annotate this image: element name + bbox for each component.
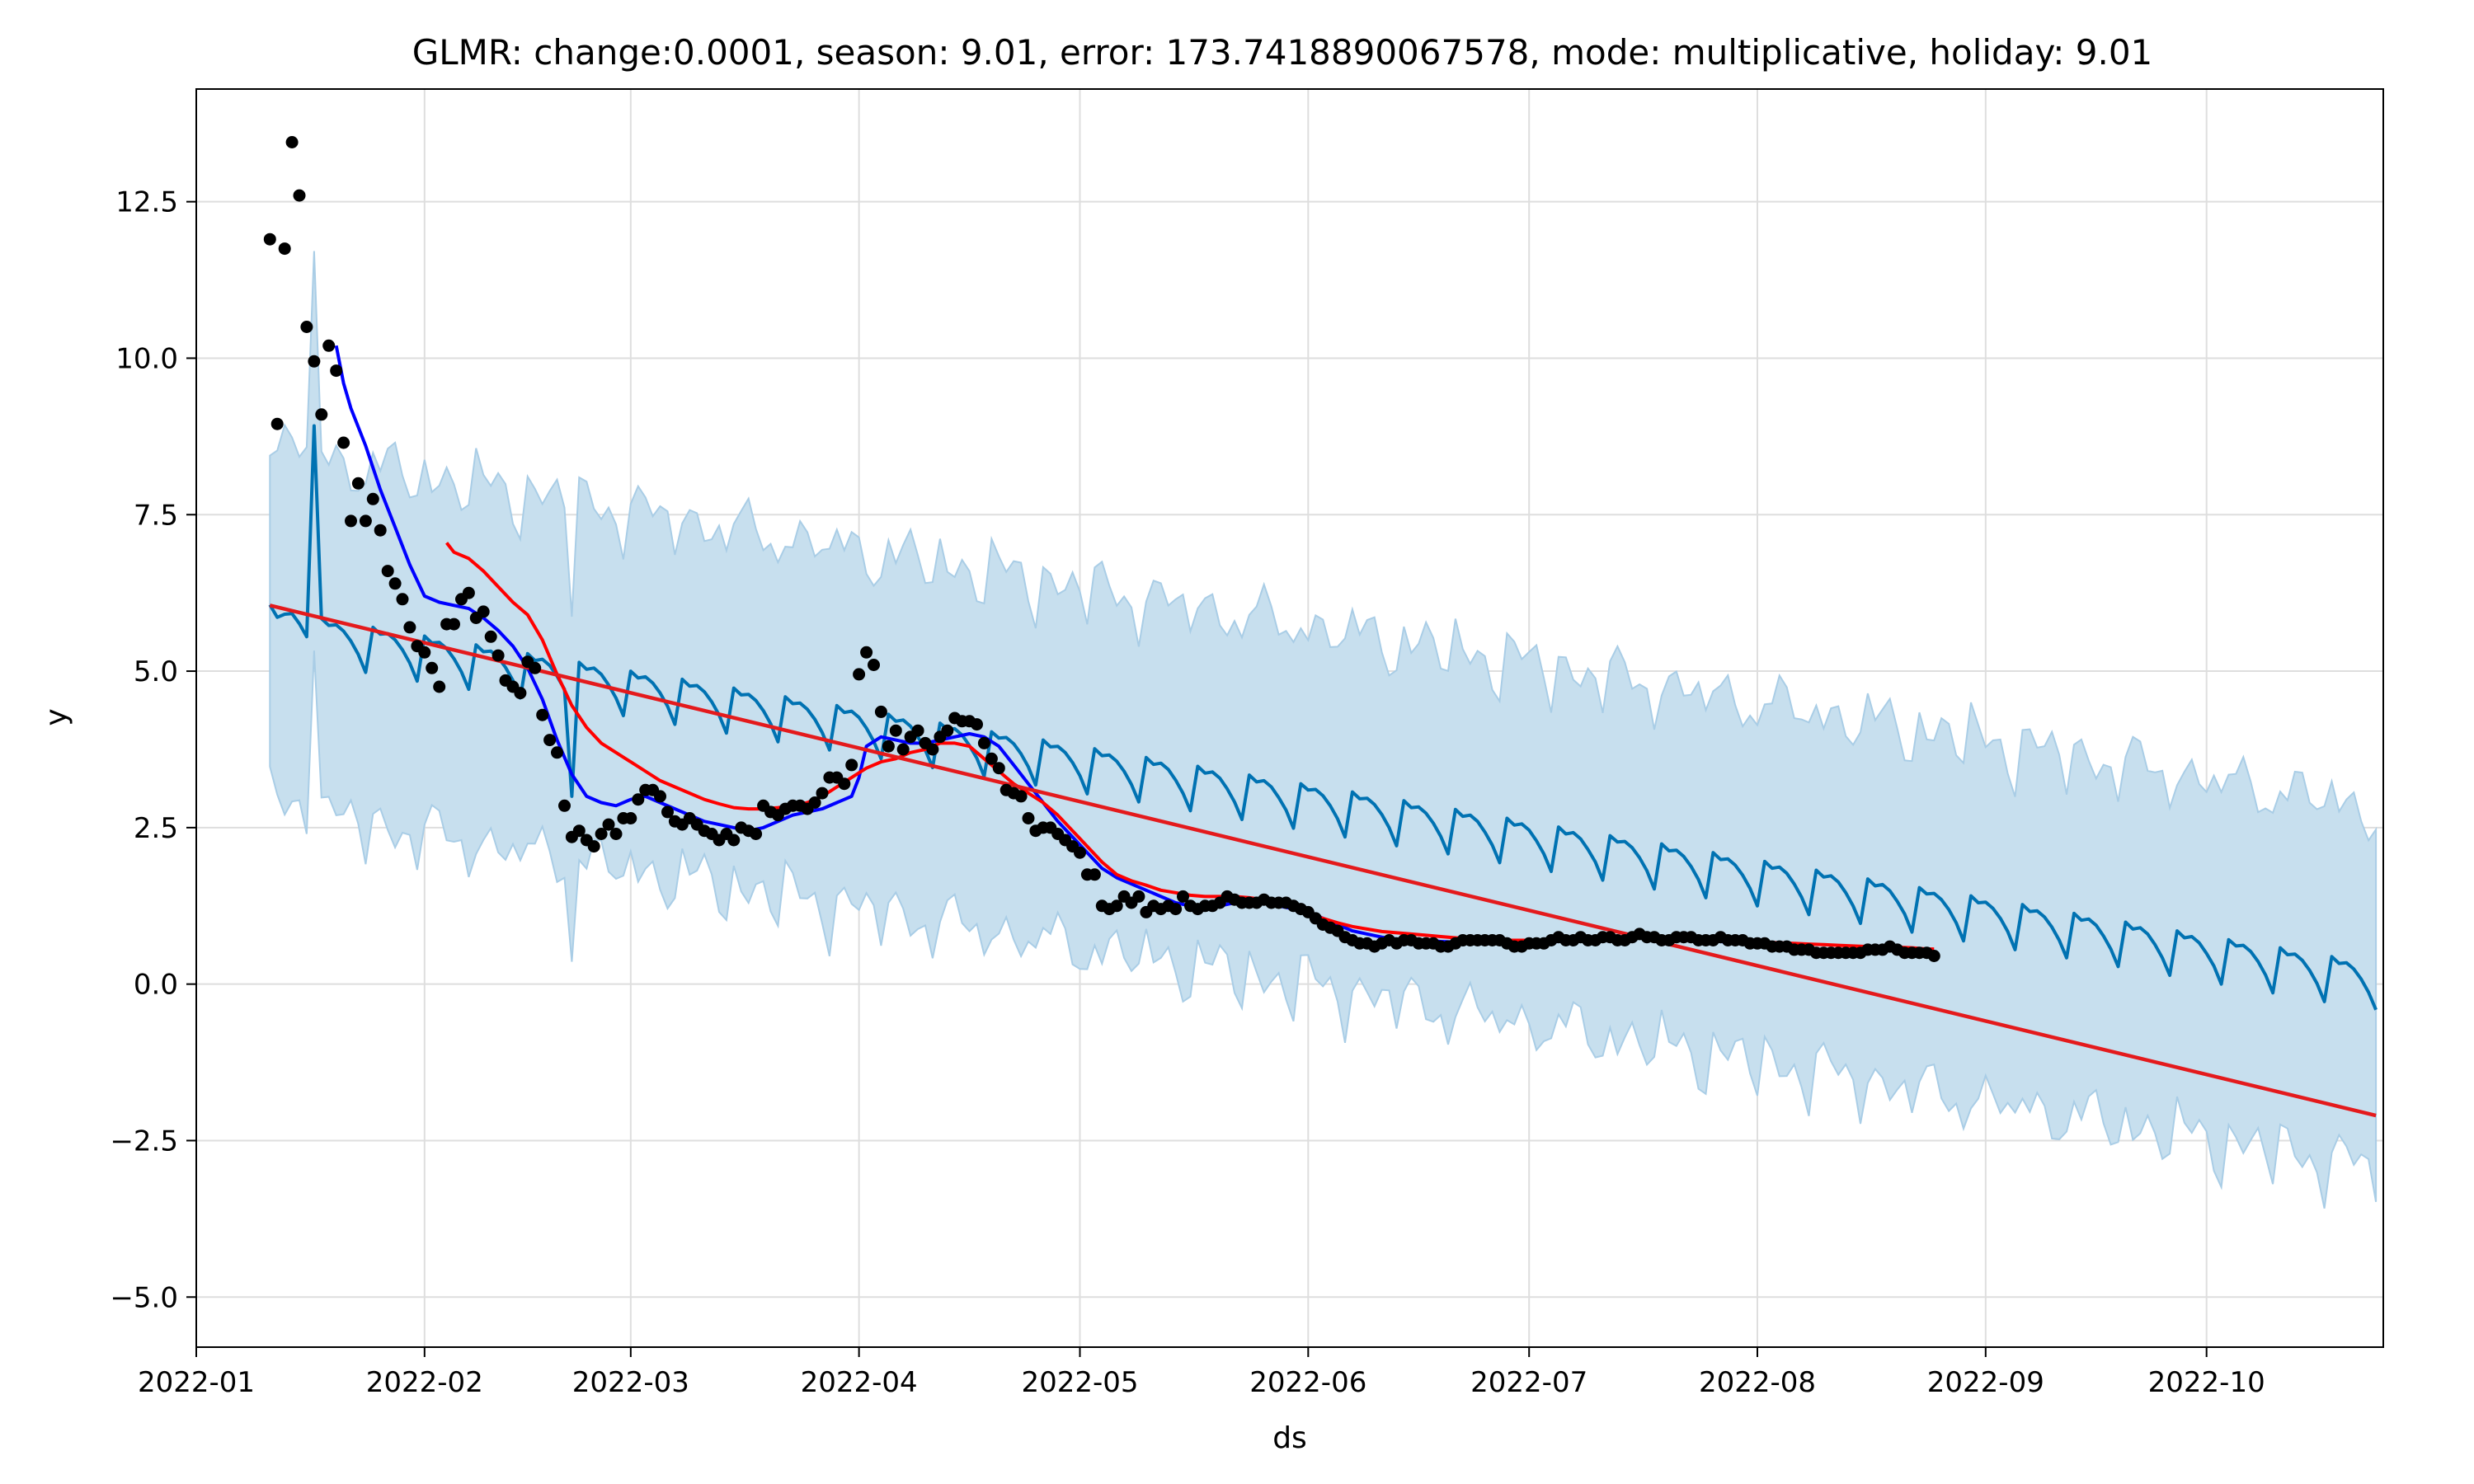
x-tick-label: 2022-10 [2148,1366,2265,1399]
observed-point [397,593,409,605]
observed-point [654,790,666,802]
y-tick-label: −5.0 [110,1281,178,1314]
x-tick-label: 2022-04 [801,1366,918,1399]
observed-point [529,662,541,674]
observed-point [286,136,299,148]
observed-point [345,514,357,527]
observed-point [1928,950,1940,962]
observed-point [337,437,350,449]
y-tick-label: 2.5 [134,812,178,845]
observed-point [890,725,902,737]
y-tick-label: 10.0 [115,342,178,375]
observed-point [860,646,872,659]
y-tick-label: 7.5 [134,499,178,532]
observed-point [367,493,379,505]
observed-point [492,650,505,662]
observed-point [477,605,490,618]
chart-title: GLMR: change:0.0001, season: 9.01, error… [412,32,2153,73]
y-tick-label: 5.0 [134,655,178,688]
y-tick-label: −2.5 [110,1125,178,1158]
observed-point [418,646,430,659]
x-tick-label: 2022-05 [1021,1366,1138,1399]
x-tick-label: 2022-03 [572,1366,689,1399]
observed-point [551,746,563,758]
observed-point [485,631,497,643]
y-axis-label: y [40,708,73,726]
x-tick-label: 2022-09 [1927,1366,2044,1399]
observed-point [463,587,475,599]
observed-point [845,758,858,771]
observed-point [941,725,953,737]
observed-point [294,190,306,202]
observed-point [330,364,342,377]
observed-point [912,725,924,737]
observed-point [868,659,880,671]
observed-point [1132,890,1145,903]
observed-point [816,787,829,800]
x-tick-label: 2022-08 [1699,1366,1816,1399]
observed-point [352,477,365,490]
observed-point [978,737,990,749]
observed-point [543,734,556,746]
observed-point [1169,903,1182,915]
observed-point [382,565,394,577]
observed-point [448,618,460,631]
observed-point [853,668,865,680]
observed-point [1089,868,1101,881]
observed-point [433,681,445,693]
observed-point [588,840,600,852]
observed-point [315,408,327,420]
observed-point [558,800,571,812]
y-tick-label: 12.5 [115,186,178,219]
x-tick-label: 2022-01 [138,1366,255,1399]
observed-point [426,662,438,674]
observed-point [897,744,910,756]
observed-point [536,709,548,721]
observed-point [514,687,526,699]
observed-point [403,621,416,633]
observed-point [875,706,887,718]
observed-point [926,744,938,756]
observed-point [882,740,895,753]
x-tick-label: 2022-07 [1470,1366,1587,1399]
observed-point [389,577,402,589]
x-axis-label: ds [1272,1421,1307,1455]
observed-point [838,777,850,790]
x-tick-label: 2022-02 [366,1366,483,1399]
observed-point [971,718,983,730]
x-tick-label: 2022-06 [1249,1366,1366,1399]
observed-point [610,828,623,840]
observed-point [360,514,372,527]
observed-point [1023,812,1035,824]
observed-point [374,524,387,537]
observed-point [279,242,291,255]
y-tick-label: 0.0 [134,969,178,1002]
observed-point [308,355,320,368]
observed-point [750,828,762,840]
observed-point [624,812,637,824]
observed-point [264,233,276,246]
observed-point [1074,847,1086,859]
observed-point [300,321,313,333]
observed-point [993,762,1005,774]
observed-point [322,340,335,352]
observed-point [1015,790,1028,802]
observed-point [727,834,740,847]
observed-point [271,418,284,430]
